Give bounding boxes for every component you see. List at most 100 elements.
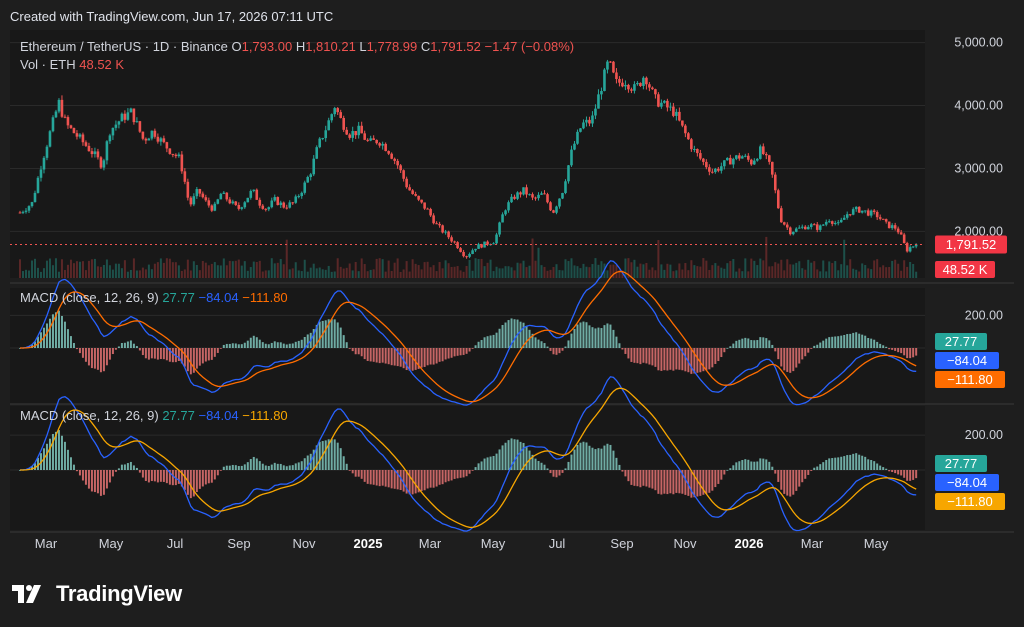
candle-body (66, 117, 70, 126)
macd-histogram-bar (783, 348, 786, 371)
tradingview-logo[interactable]: TradingView (12, 580, 182, 608)
candle-body (276, 197, 280, 206)
macd-histogram-bar (849, 333, 852, 348)
candle-body (848, 214, 852, 216)
volume-bar (378, 258, 381, 278)
macd-value: −84.04 (198, 290, 242, 305)
macd-histogram-bar (654, 348, 657, 367)
volume-bar (909, 261, 912, 278)
macd-histogram-bar (372, 348, 375, 362)
candle-body (582, 122, 585, 129)
macd-histogram-bar (558, 348, 561, 354)
macd-histogram-bar (750, 340, 753, 348)
candle-body (639, 82, 642, 86)
macd-histogram-bar (330, 439, 333, 470)
macd-histogram-bar (879, 465, 882, 470)
volume-bar (186, 259, 189, 278)
candle-body (836, 222, 840, 224)
macd-axis-tick: 200.00 (965, 428, 1003, 442)
volume-bar (789, 264, 792, 278)
volume-bar (903, 260, 906, 278)
volume-bar (486, 262, 489, 278)
candle-body (761, 146, 765, 154)
candle-body (585, 119, 588, 123)
volume-bar (141, 267, 144, 278)
macd-histogram-bar (531, 454, 534, 470)
macd-histogram-bar (492, 334, 495, 348)
macd-histogram-bar (498, 449, 501, 470)
volume-bar (240, 265, 243, 278)
macd-histogram-bar (231, 343, 234, 348)
candle-body (423, 202, 426, 209)
macd-histogram-bar (336, 322, 339, 348)
volume-bar (873, 260, 876, 278)
macd-histogram-bar (873, 339, 876, 348)
time-tick-label: Mar (35, 536, 58, 551)
macd-histogram-bar (162, 470, 165, 482)
macd-histogram-bar (582, 321, 585, 348)
candle-body (309, 174, 313, 178)
candle-body (630, 89, 633, 91)
candle-body (456, 242, 459, 249)
volume-bar (897, 263, 900, 278)
volume-bar (444, 260, 447, 278)
candle-body (537, 194, 540, 199)
candle-body (111, 127, 115, 136)
candle-body (126, 112, 130, 120)
macd-histogram-bar (864, 456, 867, 470)
volume-bar (459, 270, 462, 278)
volume-bar (291, 268, 294, 278)
candle-body (764, 153, 768, 156)
macd-histogram-bar (519, 321, 522, 348)
macd-histogram-bar (33, 463, 36, 470)
macd-histogram-bar (60, 435, 63, 470)
macd-histogram-bar (471, 348, 474, 349)
volume-bar (303, 259, 306, 278)
macd-histogram-bar (198, 348, 201, 366)
candle-body (246, 197, 250, 203)
volume-bar (588, 267, 591, 278)
volume-bar (549, 269, 552, 278)
macd-histogram-bar (297, 340, 300, 348)
macd-histogram-bar (477, 463, 480, 470)
macd-histogram-bar (834, 336, 837, 348)
candle-body (669, 106, 672, 108)
macd-histogram-bar (273, 341, 276, 348)
candle-body (477, 244, 480, 249)
candle-body (399, 165, 402, 171)
macd-histogram-bar (702, 470, 705, 495)
volume-bar (720, 267, 723, 278)
candle-body (69, 125, 73, 128)
macd-histogram-bar (63, 441, 66, 470)
candle-body (60, 99, 64, 117)
macd-histogram-bar (279, 463, 282, 470)
candle-body (830, 221, 834, 224)
volume-bar (612, 264, 615, 278)
volume-bar (477, 258, 480, 278)
volume-bar (561, 270, 564, 278)
candle-body (117, 121, 121, 125)
macd-histogram-bar (900, 470, 903, 476)
candle-body (357, 125, 360, 136)
macd-histogram-bar (732, 343, 735, 348)
macd-histogram-bar (654, 470, 657, 491)
candle-body (90, 151, 94, 155)
candle-body (144, 138, 148, 141)
volume-bar (216, 265, 219, 278)
volume-bar (144, 269, 147, 278)
candle-body (615, 72, 618, 80)
volume-bar (915, 271, 918, 278)
macd-histogram-bar (603, 445, 606, 470)
macd-histogram-bar (681, 348, 684, 371)
volume-bar (717, 265, 720, 278)
candle-body (135, 121, 139, 123)
macd-histogram-bar (423, 470, 426, 491)
macd-histogram-bar (522, 322, 525, 348)
candle-body (471, 250, 474, 254)
volume-bar (522, 260, 525, 278)
volume-bar (150, 269, 153, 278)
macd-histogram-bar (393, 470, 396, 489)
macd-histogram-bar (30, 466, 33, 470)
macd-histogram-bar (150, 348, 153, 359)
